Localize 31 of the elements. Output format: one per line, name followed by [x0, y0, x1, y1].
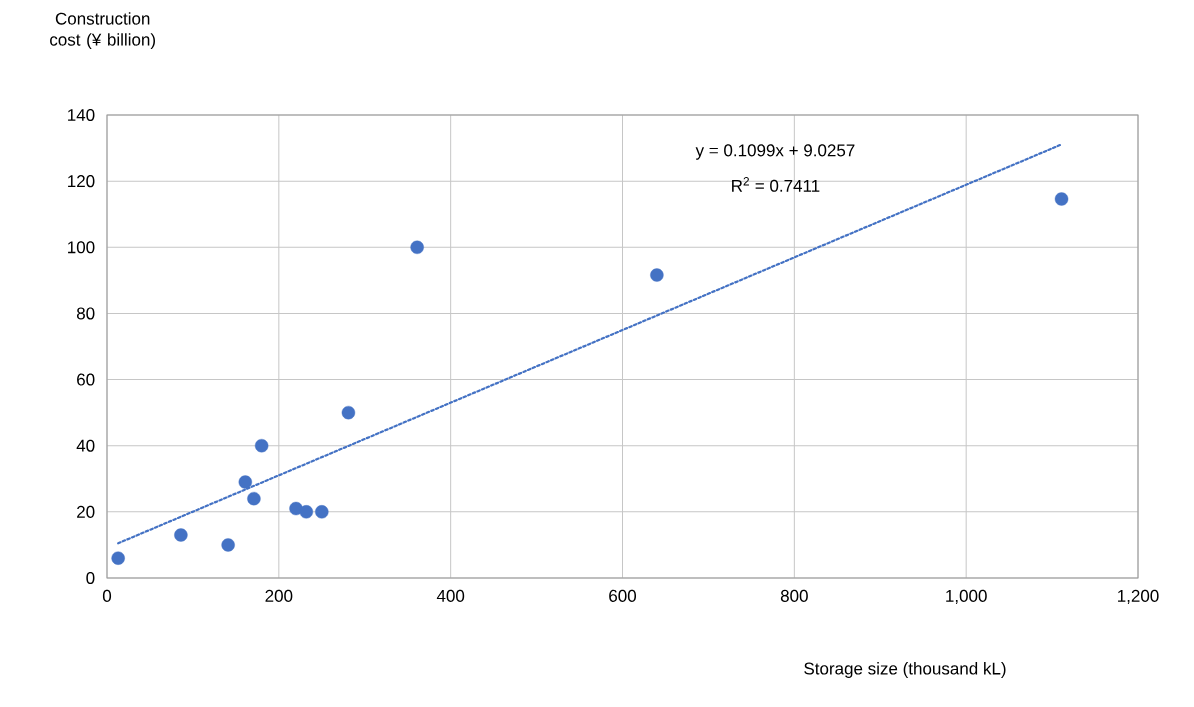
x-tick-label: 0 [102, 589, 112, 602]
point [221, 538, 235, 552]
x-tick-label: 1,200 [1118, 589, 1159, 604]
point [315, 505, 329, 519]
x-tick-label: 800 [780, 589, 808, 602]
x-tick-label: 200 [265, 589, 293, 602]
point [299, 505, 314, 519]
y-tick-label: 20 [77, 505, 95, 518]
point [650, 268, 664, 282]
y-tick-label: 0 [86, 571, 95, 585]
annotation: R$^{2}$ = 0.7411 [732, 177, 820, 192]
annotation: y = 0.1099x + 9.0257 [695, 144, 855, 160]
y-tick-label: 120 [68, 175, 95, 188]
point [174, 528, 188, 542]
point [1054, 192, 1069, 206]
point [111, 551, 125, 565]
y-tick-label: 60 [77, 373, 95, 386]
y-axis-title: Construction cost (¥ billion) [50, 12, 155, 50]
x-axis-title: Storage size (thousand kL) [804, 662, 1006, 678]
x-tick-label: 1,000 [946, 589, 987, 604]
point [254, 439, 269, 453]
x-tick-label: 400 [436, 589, 465, 602]
x-tick-label: 600 [609, 589, 637, 602]
y-tick-label: 140 [68, 108, 95, 122]
y-tick-label: 80 [76, 307, 95, 320]
y-tick-label: 40 [76, 439, 95, 452]
point [238, 475, 253, 489]
y-tick-label: 100 [68, 241, 95, 254]
point [247, 491, 261, 506]
point [341, 405, 356, 420]
point [410, 240, 424, 254]
